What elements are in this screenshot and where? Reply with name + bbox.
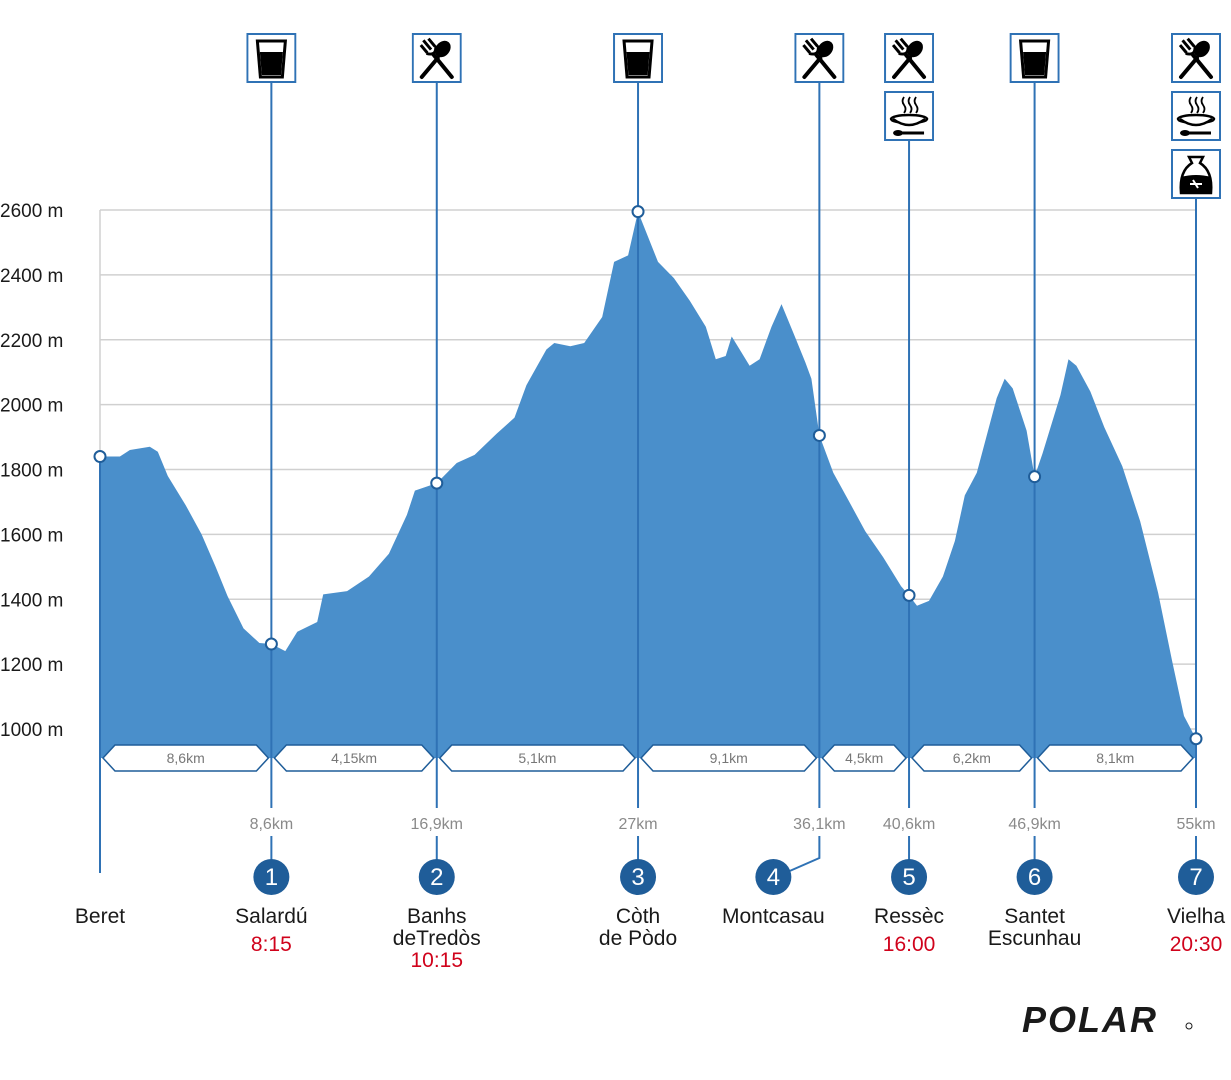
checkpoint-number-badge [755, 859, 792, 895]
segment-arrow [273, 744, 435, 772]
checkpoint-number: 1 [265, 864, 278, 891]
distance-label: 16,9km [411, 816, 463, 833]
polar-logo: POLAR [1022, 999, 1158, 1040]
checkpoint-marker [430, 476, 444, 490]
segment-distance-label: 5,1km [518, 750, 556, 766]
food-icon [794, 33, 845, 83]
y-tick-label: 2600 m [0, 201, 63, 222]
checkpoint-name: Santet [1004, 905, 1065, 928]
segment-distance-label: 9,1km [710, 750, 748, 766]
checkpoint-name: Banhs [407, 905, 467, 928]
checkpoint-number-badge [253, 859, 290, 895]
checkpoint-number: 3 [631, 864, 644, 891]
segment-arrow [101, 744, 270, 772]
drink-icon [246, 33, 297, 83]
segment-arrow [911, 744, 1033, 772]
checkpoint-time: 8:15 [251, 933, 292, 956]
y-tick-label: 1000 m [0, 720, 63, 741]
y-tick-label: 1400 m [0, 590, 63, 611]
bag-icon [1171, 149, 1221, 199]
checkpoint-number-badge [620, 859, 657, 895]
checkpoint-number: 6 [1028, 864, 1041, 891]
elevation-area [100, 211, 1196, 759]
y-tick-label: 1200 m [0, 655, 63, 676]
y-tick-label: 2000 m [0, 396, 63, 417]
checkpoint-marker [631, 205, 645, 219]
checkpoint-number-badge [1178, 859, 1214, 895]
drink-icon [613, 33, 664, 83]
checkpoint-name: Còth [616, 905, 660, 928]
checkpoint-name-line2: Escunhau [988, 927, 1081, 950]
food-icon [884, 33, 935, 83]
y-tick-label: 1600 m [0, 525, 63, 546]
segment-arrow [640, 744, 818, 772]
checkpoint-marker [1189, 732, 1203, 746]
segment-distance-label: 4,15km [331, 750, 377, 766]
drink-icon [1009, 33, 1060, 83]
checkpoint-name: Beret [75, 905, 125, 928]
hot-meal-icon [1171, 91, 1221, 141]
checkpoint-number-badge [418, 859, 455, 895]
y-tick-label: 2200 m [0, 331, 63, 352]
segment-distance-label: 6,2km [953, 750, 991, 766]
checkpoint-marker [264, 637, 278, 651]
y-tick-label: 1800 m [0, 461, 63, 482]
registered-mark-icon [1185, 1022, 1193, 1030]
distance-label: 55km [1176, 816, 1215, 833]
checkpoint-name: Salardú [235, 905, 307, 928]
checkpoint-marker [812, 428, 826, 442]
segment-arrow [438, 744, 637, 772]
segment-distance-label: 8,6km [167, 750, 205, 766]
segment-distance-label: 8,1km [1096, 750, 1134, 766]
checkpoint-name-line2: de Pòdo [599, 927, 677, 950]
leader-line [786, 836, 821, 873]
distance-label: 46,9km [1008, 816, 1060, 833]
checkpoint-number: 4 [767, 864, 780, 891]
checkpoint-name-line2: deTredòs [393, 927, 481, 950]
checkpoint-number: 7 [1189, 864, 1202, 891]
distance-label: 36,1km [793, 816, 845, 833]
hot-meal-icon [884, 91, 935, 141]
checkpoint-marker [1028, 470, 1042, 484]
checkpoint-number: 2 [430, 864, 443, 891]
checkpoint-marker [902, 588, 916, 602]
distance-label: 27km [618, 816, 657, 833]
distance-label: 8,6km [250, 816, 294, 833]
checkpoint-time: 16:00 [883, 933, 936, 956]
checkpoint-marker [93, 450, 107, 464]
checkpoint-number: 5 [902, 864, 915, 891]
food-icon [411, 33, 462, 83]
checkpoint-number-badge [891, 859, 928, 895]
segment-arrow [821, 744, 908, 772]
segment-distance-label: 4,5km [845, 750, 883, 766]
checkpoint-time: 10:15 [410, 949, 463, 972]
y-tick-label: 2400 m [0, 266, 63, 287]
food-icon [1171, 33, 1221, 83]
checkpoint-number-badge [1016, 859, 1053, 895]
distance-label: 40,6km [883, 816, 935, 833]
checkpoint-time: 20:30 [1170, 933, 1223, 956]
segment-arrow [1036, 744, 1195, 772]
checkpoint-name: Ressèc [874, 905, 944, 928]
checkpoint-name: Vielha [1167, 905, 1225, 928]
checkpoint-name: Montcasau [722, 905, 825, 928]
